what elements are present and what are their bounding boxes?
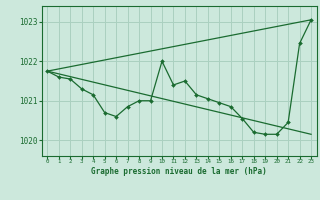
X-axis label: Graphe pression niveau de la mer (hPa): Graphe pression niveau de la mer (hPa) (91, 167, 267, 176)
